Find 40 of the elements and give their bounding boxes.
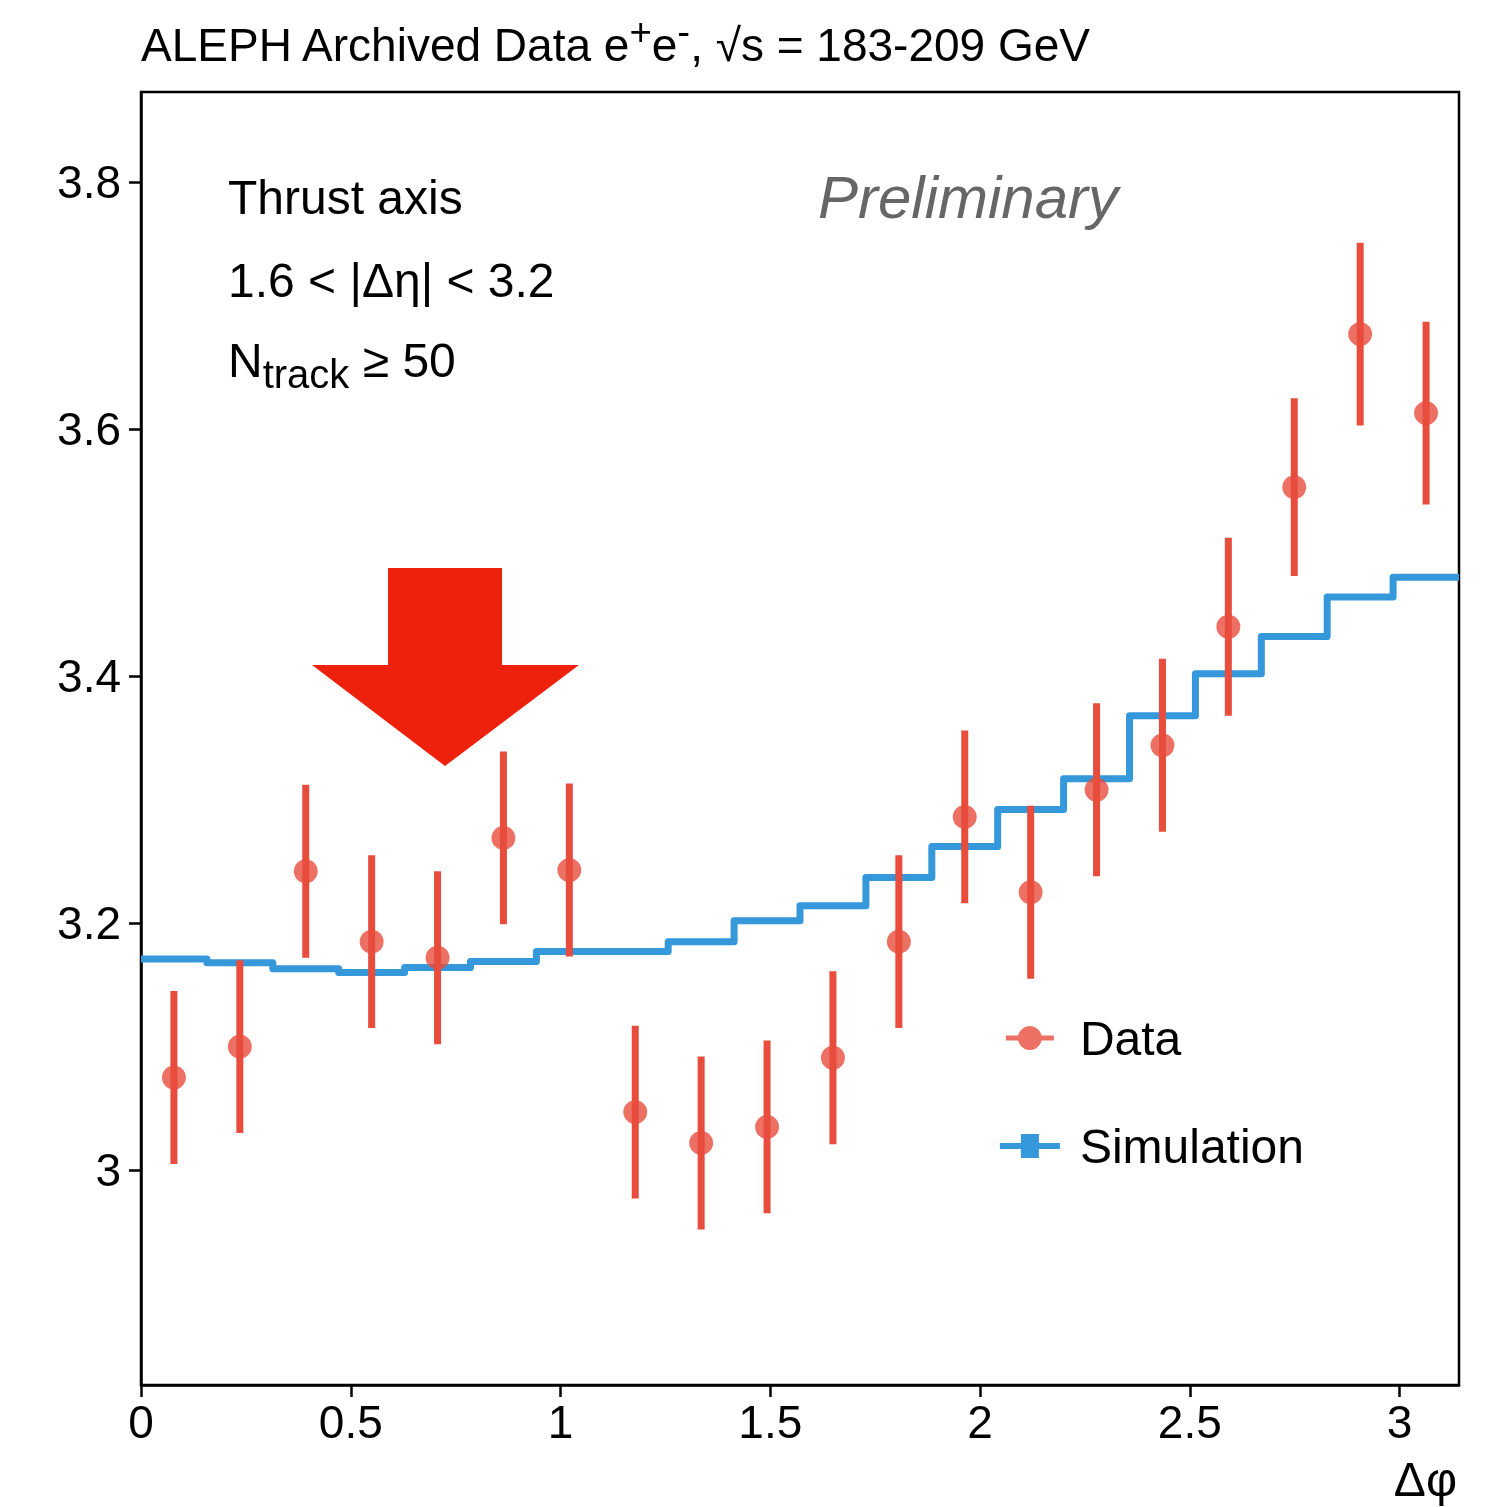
annotation: 1.6 < |Δη| < 3.2 [228, 254, 555, 308]
x-tick-label: 2.5 [1157, 1396, 1222, 1448]
y-tick-label: 3.8 [57, 156, 121, 209]
point [1018, 880, 1043, 905]
point [425, 945, 450, 970]
x-tick-label: 0.5 [318, 1396, 383, 1448]
point [1216, 614, 1241, 639]
x-tick-label: 1 [547, 1396, 574, 1448]
point [1150, 733, 1175, 758]
point [1348, 322, 1373, 347]
point [820, 1045, 845, 1070]
x-tick-label: 1.5 [738, 1396, 803, 1448]
point [952, 804, 977, 829]
point [161, 1065, 186, 1090]
x-axis-title: Δφ [1393, 1452, 1457, 1506]
point [755, 1114, 780, 1139]
point [689, 1130, 714, 1155]
legend-label: Data [1079, 1011, 1182, 1065]
x-tick-label: 0 [128, 1396, 154, 1448]
x-tick-label: 2 [967, 1396, 993, 1448]
point [359, 929, 384, 954]
y-tick-label: 3.4 [57, 650, 121, 703]
point [1282, 475, 1307, 500]
point [886, 929, 911, 954]
point [293, 859, 318, 884]
y-tick-label: 3 [95, 1144, 121, 1197]
point [1414, 401, 1439, 426]
annotation: Preliminary [818, 164, 1119, 231]
x-tick-label: 3 [1386, 1396, 1413, 1448]
point [227, 1034, 252, 1059]
chart-title: ALEPH Archived Data e$^{+}$e$^{-}$, √s = 183-209 GeV [141, 10, 1090, 73]
point [557, 858, 582, 883]
point [491, 825, 516, 850]
point [623, 1100, 648, 1125]
annotation: Thrust axis [228, 171, 463, 225]
y-tick-label: 3.2 [57, 897, 121, 950]
point [1084, 777, 1109, 802]
y-tick-label: 3.6 [57, 403, 121, 456]
legend-label: Simulation [1079, 1119, 1304, 1173]
annotation: N$_{track}$ ≥ 50 [228, 334, 456, 396]
